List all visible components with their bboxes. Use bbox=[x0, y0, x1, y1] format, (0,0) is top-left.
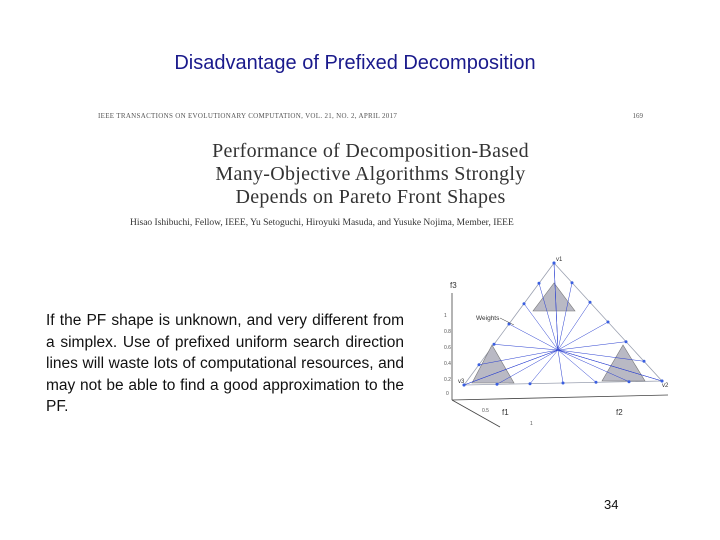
ytick-0-4: 0.4 bbox=[444, 361, 451, 367]
direction-line bbox=[538, 283, 559, 351]
xtick-1: 1 bbox=[530, 421, 533, 427]
weight-point bbox=[642, 359, 646, 363]
weight-point bbox=[495, 382, 499, 386]
weight-point bbox=[462, 383, 466, 387]
direction-line bbox=[496, 349, 559, 385]
pf-triangle-top bbox=[532, 282, 576, 312]
xtick-0-5: 0.5 bbox=[482, 408, 489, 414]
direction-line bbox=[557, 349, 630, 382]
ytick-0: 0 bbox=[446, 391, 449, 397]
direction-line bbox=[557, 341, 627, 351]
slide-page-number: 34 bbox=[604, 497, 619, 512]
weight-point bbox=[507, 322, 511, 326]
journal-line: IEEE TRANSACTIONS ON EVOLUTIONARY COMPUT… bbox=[98, 112, 398, 120]
v1-label: v1 bbox=[556, 257, 563, 263]
weights-label: Weights bbox=[476, 315, 500, 322]
ytick-0-6: 0.6 bbox=[444, 345, 451, 351]
search-direction-lines bbox=[463, 262, 663, 386]
weight-point bbox=[588, 300, 592, 304]
weights-pointer bbox=[499, 317, 515, 326]
v2-label: v2 bbox=[662, 383, 669, 389]
paper-title-line-3: Depends on Pareto Front Shapes bbox=[235, 186, 506, 208]
slide-title: Disadvantage of Prefixed Decomposition bbox=[174, 52, 536, 74]
direction-line bbox=[557, 302, 591, 351]
ytick-1: 1 bbox=[444, 313, 447, 319]
direction-line bbox=[463, 349, 559, 386]
f2-axis bbox=[451, 394, 669, 401]
weight-point bbox=[537, 281, 541, 285]
f2-label: f2 bbox=[616, 408, 623, 417]
weight-point bbox=[594, 380, 598, 384]
direction-line bbox=[557, 282, 573, 351]
weight-point bbox=[522, 302, 526, 306]
direction-line bbox=[557, 349, 564, 384]
pf-triangle-right bbox=[601, 344, 646, 382]
direction-line bbox=[553, 262, 559, 351]
pareto-front-svg: f3 f1 f2 Weights v1 v2 v3 1 0.8 0.6 0.4 … bbox=[444, 257, 669, 428]
paper-header-image: IEEE TRANSACTIONS ON EVOLUTIONARY COMPUT… bbox=[98, 112, 643, 237]
f3-label: f3 bbox=[450, 281, 457, 290]
direction-line bbox=[557, 321, 609, 351]
direction-line bbox=[557, 349, 645, 362]
weight-point bbox=[660, 379, 664, 383]
pareto-front-figure: f3 f1 f2 Weights v1 v2 v3 1 0.8 0.6 0.4 … bbox=[430, 255, 675, 435]
weight-point bbox=[624, 340, 628, 344]
direction-line bbox=[478, 349, 559, 365]
weight-point bbox=[528, 382, 532, 386]
paper-title-line-1: Performance of Decomposition-Based bbox=[212, 140, 529, 162]
direction-line bbox=[523, 303, 559, 351]
paper-title-line-2: Many-Objective Algorithms Strongly bbox=[215, 163, 526, 185]
f1-axis bbox=[451, 399, 501, 428]
f1-label: f1 bbox=[502, 408, 509, 417]
direction-line bbox=[529, 349, 559, 384]
weight-point bbox=[477, 363, 481, 367]
direction-line bbox=[557, 349, 663, 382]
paper-authors: Hisao Ishibuchi, Fellow, IEEE, Yu Setogu… bbox=[130, 218, 514, 228]
slide-body-text: If the PF shape is unknown, and very dif… bbox=[46, 312, 404, 415]
direction-line bbox=[557, 349, 597, 383]
paper-title: Performance of Decomposition-Based Many-… bbox=[98, 140, 643, 209]
ytick-0-2: 0.2 bbox=[444, 377, 451, 383]
paper-page-number: 169 bbox=[632, 112, 644, 120]
weight-point bbox=[627, 380, 631, 384]
direction-line bbox=[508, 323, 559, 351]
ytick-0-8: 0.8 bbox=[444, 329, 451, 335]
weight-point bbox=[552, 261, 556, 265]
weight-point bbox=[570, 281, 574, 285]
v3-label: v3 bbox=[458, 379, 465, 385]
weight-points bbox=[462, 261, 664, 387]
weight-point bbox=[492, 342, 496, 346]
weight-point bbox=[561, 381, 565, 385]
weight-point bbox=[606, 320, 610, 324]
direction-line bbox=[493, 344, 559, 351]
